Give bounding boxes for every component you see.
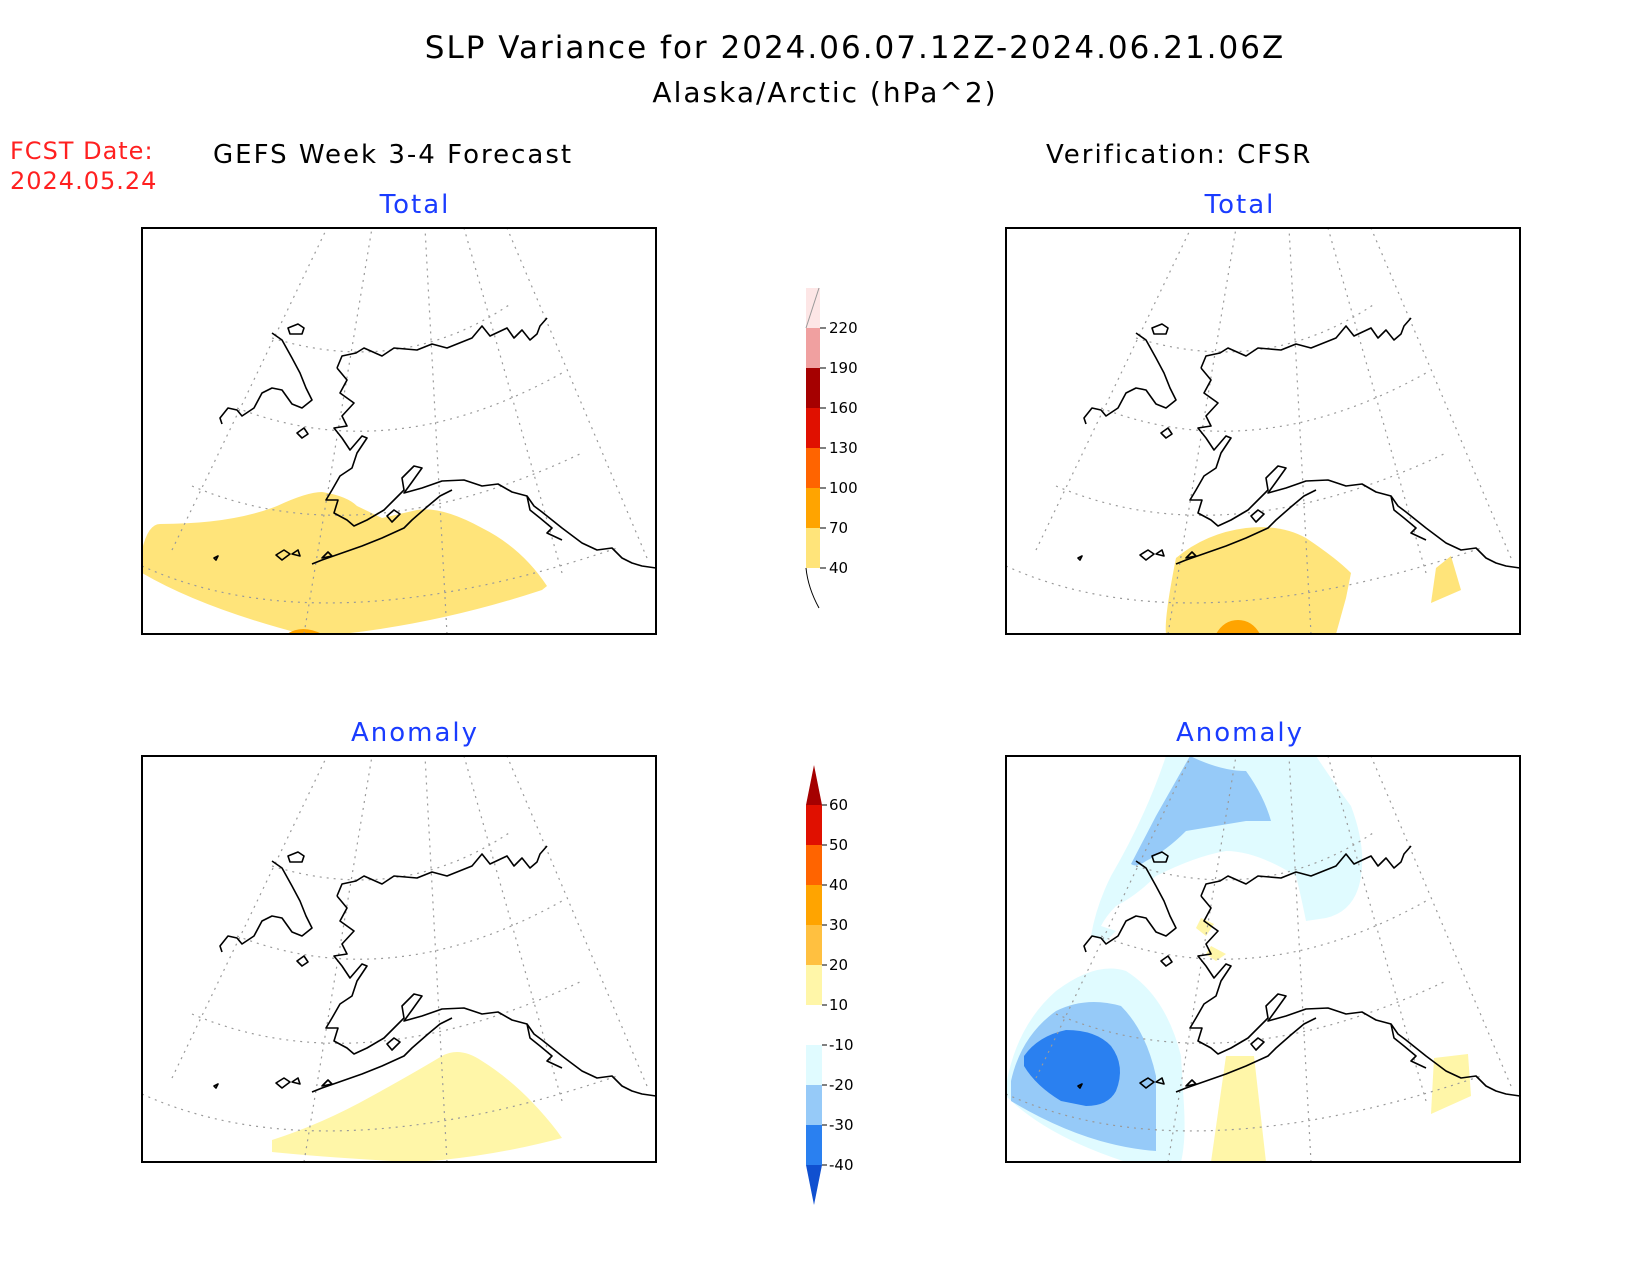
colorbar-total-box	[806, 488, 820, 528]
shade-verification-total-40	[1165, 527, 1351, 634]
shade-forecast-anomaly-10	[272, 1052, 562, 1162]
colorbar-anomaly-box	[806, 1045, 822, 1085]
panel-frame-verification-anomaly	[1005, 755, 1521, 1163]
panel-verification-total	[1005, 227, 1521, 635]
colorbar-anomaly-tick-label: 10	[829, 996, 848, 1014]
panel-frame-verification-total	[1005, 227, 1521, 635]
colorbar-total-tick-label: 190	[829, 359, 858, 377]
colorbar-anomaly-tick-label: 30	[829, 916, 848, 934]
colorbar-total-box	[806, 448, 820, 488]
shade-verification-total-70	[1216, 620, 1260, 634]
colorbar-anomaly-tick-label: -40	[829, 1156, 854, 1174]
shade-forecast-total-40	[142, 492, 547, 634]
shade-verification-anomaly-blue-north	[1131, 756, 1271, 866]
figure-subtitle: Alaska/Arctic (hPa^2)	[652, 76, 998, 109]
panel-title-verification-total: Total	[1204, 190, 1276, 220]
colorbar-anomaly-tick-label: -10	[829, 1036, 854, 1054]
panel-title-forecast-total: Total	[379, 190, 451, 220]
colorbar-anomaly-tick-label: 40	[829, 876, 848, 894]
colorbar-anomaly-box	[806, 965, 822, 1005]
shade-forecast-total-70	[287, 629, 322, 634]
panel-forecast-anomaly	[141, 755, 657, 1163]
colorbar-total-tick-label: 40	[829, 559, 848, 577]
colorbar-anomaly-box	[806, 1125, 822, 1165]
colorbar-total: 40 70 100 130 160 190 220	[805, 287, 858, 609]
forecast-date-block: FCST Date: 2024.05.24	[10, 136, 157, 196]
colorbar-total-tick-label: 130	[829, 439, 858, 457]
colorbar-anomaly-box	[806, 885, 822, 925]
panel-title-verification-anomaly: Anomaly	[1175, 718, 1305, 748]
panel-forecast-total	[141, 227, 657, 635]
colorbar-anomaly-lower-extension	[806, 1165, 822, 1205]
colorbar-anomaly-box	[806, 925, 822, 965]
colorbar-anomaly-box	[806, 805, 822, 845]
panel-title-forecast-anomaly: Anomaly	[350, 718, 480, 748]
colorbar-total-box	[806, 528, 820, 568]
forecast-date-value: 2024.05.24	[10, 167, 158, 195]
shade-verification-anomaly-yellow-small1	[1196, 918, 1214, 936]
colorbar-total-upper-edge	[805, 287, 820, 329]
panel-verification-anomaly	[1005, 755, 1521, 1163]
column-title-verification: Verification: CFSR	[1046, 140, 1313, 170]
colorbar-total-tick-label: 70	[829, 519, 848, 537]
colorbar-total-lower-edge	[805, 567, 820, 609]
panel-frame-forecast-anomaly	[141, 755, 657, 1163]
colorbar-anomaly-tick-label: -30	[829, 1116, 854, 1134]
colorbar-total-box	[806, 408, 820, 448]
colorbar-anomaly-tick-label: 60	[829, 796, 848, 814]
colorbar-total-tick-label: 220	[829, 319, 858, 337]
shade-verification-anomaly-yellow-east	[1431, 1054, 1471, 1114]
colorbar-anomaly-tick-label: -20	[829, 1076, 854, 1094]
colorbar-anomaly: -40 -30 -20 -10 10 20 30 40 50 60	[806, 765, 854, 1205]
colorbar-total-box	[806, 368, 820, 408]
colorbar-anomaly-box	[806, 845, 822, 885]
colorbar-total-tick-label: 100	[829, 479, 858, 497]
colorbar-anomaly-box	[806, 1085, 822, 1125]
shade-verification-anomaly-pale-north	[1091, 756, 1363, 941]
colorbar-anomaly-tick-label: 20	[829, 956, 848, 974]
panel-frame-forecast-total	[141, 227, 657, 635]
colorbar-anomaly-tick-label: 50	[829, 836, 848, 854]
colorbar-total-box	[806, 328, 820, 368]
colorbar-anomaly-box	[806, 1005, 822, 1045]
column-title-forecast: GEFS Week 3-4 Forecast	[213, 140, 574, 170]
colorbar-anomaly-upper-extension	[806, 765, 822, 805]
shade-verification-total-40-east	[1431, 556, 1461, 603]
shade-verification-anomaly-yellow-small2	[1206, 946, 1226, 961]
figure-title: SLP Variance for 2024.06.07.12Z-2024.06.…	[424, 30, 1286, 66]
shade-verification-anomaly-midblue-southwest	[1024, 1030, 1120, 1106]
forecast-date-label: FCST Date:	[10, 137, 154, 165]
colorbar-total-lower-extension	[806, 568, 820, 608]
colorbar-total-tick-label: 160	[829, 399, 858, 417]
shade-verification-anomaly-yellow-south	[1211, 1056, 1266, 1162]
